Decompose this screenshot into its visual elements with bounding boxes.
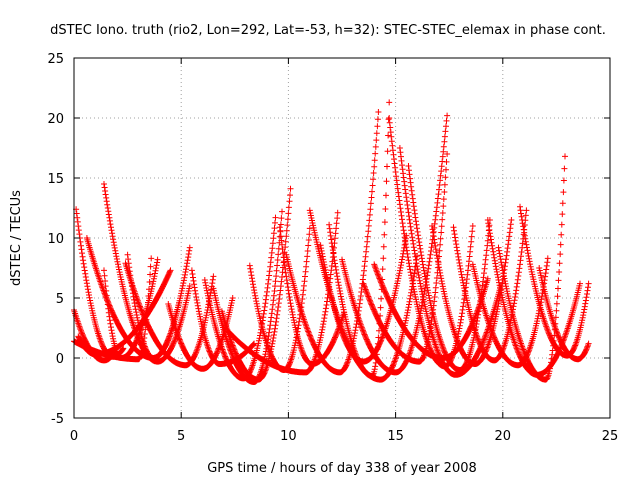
y-tick-label: 20 bbox=[47, 112, 64, 127]
pass-34 bbox=[536, 265, 592, 363]
y-tick-label: 5 bbox=[56, 292, 64, 307]
y-tick-labels: -5 0 5 10 15 20 25 bbox=[47, 52, 64, 427]
axis-ticks bbox=[73, 57, 611, 419]
chart-title: dSTEC Iono. truth (rio2, Lon=292, Lat=-5… bbox=[50, 23, 606, 38]
y-tick-label: 25 bbox=[47, 52, 64, 67]
pass-9-markers bbox=[122, 260, 217, 369]
y-tick-label: 0 bbox=[56, 352, 64, 367]
pass-21-markers bbox=[306, 207, 420, 383]
x-tick-labels: 0 5 10 15 20 25 bbox=[70, 429, 618, 444]
pass-32-markers bbox=[495, 153, 568, 383]
pass-16-markers bbox=[225, 209, 341, 376]
y-tick-label: 15 bbox=[47, 172, 64, 187]
x-tick-label: 10 bbox=[280, 429, 297, 444]
y-tick-label: 10 bbox=[47, 232, 64, 247]
pass-9 bbox=[122, 260, 217, 369]
x-tick-label: 15 bbox=[387, 429, 404, 444]
pass-27-markers bbox=[371, 261, 491, 361]
x-tick-label: 5 bbox=[177, 429, 185, 444]
data-marks bbox=[71, 99, 592, 385]
pass-33-markers bbox=[517, 203, 592, 359]
y-axis-label: dSTEC / TECUs bbox=[9, 190, 24, 286]
pass-27 bbox=[371, 261, 491, 361]
y-tick-label: -5 bbox=[51, 412, 64, 427]
x-tick-label: 0 bbox=[70, 429, 78, 444]
pass-33 bbox=[517, 203, 592, 359]
pass-21 bbox=[306, 207, 420, 383]
pass-32 bbox=[495, 153, 568, 383]
x-tick-label: 20 bbox=[495, 429, 512, 444]
x-axis-label: GPS time / hours of day 338 of year 2008 bbox=[207, 461, 477, 476]
pass-34-markers bbox=[536, 265, 592, 363]
x-tick-label: 25 bbox=[602, 429, 619, 444]
pass-16 bbox=[225, 209, 341, 376]
